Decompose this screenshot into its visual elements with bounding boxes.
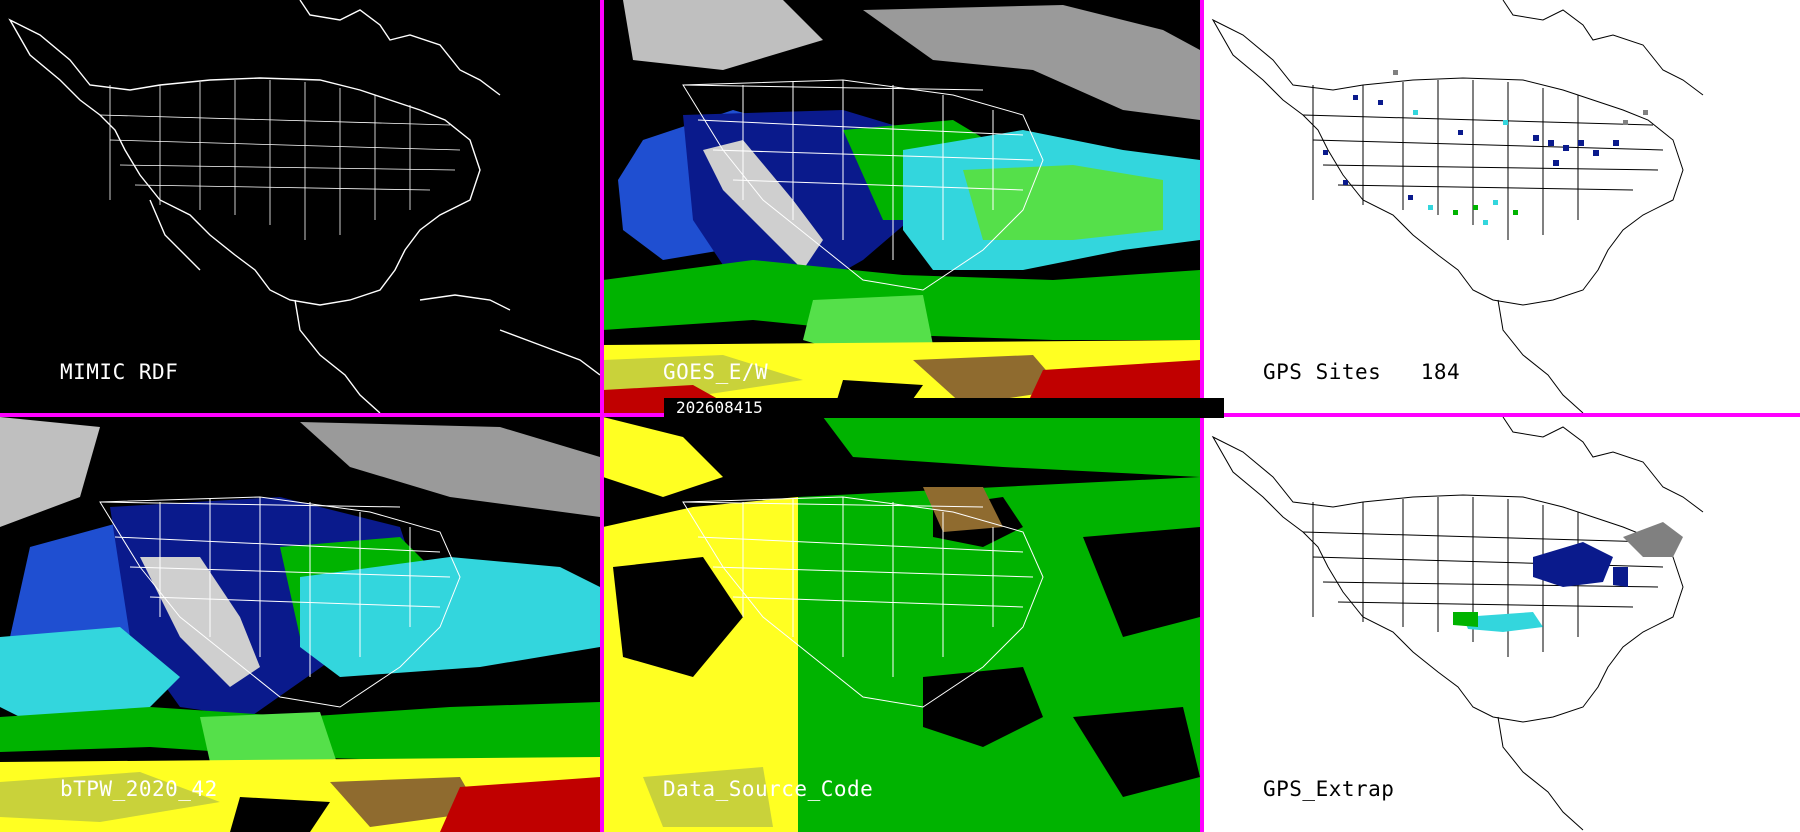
map-outline [682,79,1044,291]
map-outline [1211,417,1704,831]
panel-title: bTPW_2020_42 [60,777,218,801]
panel-title: GPS Sites 184 [1263,360,1461,384]
panel-mimic-rdf: MIMIC RDF [0,0,600,413]
state-lines [99,80,461,240]
panel-goes-ew: GOES_E/W [603,0,1200,413]
panel-data-source-code: Data_Source_Code [603,417,1200,832]
panel-title: GOES_E/W [663,360,769,384]
map-outline [682,496,1044,708]
map-goes-ew [603,0,1200,413]
panel-gps-extrap: GPS_Extrap [1203,417,1800,832]
imagery-layer [0,417,600,832]
extrapolation-fill [1453,522,1683,632]
map-outline [99,496,461,708]
map-btpw [0,417,600,832]
panel-title: Data_Source_Code [663,777,874,801]
map-data-source-code [603,417,1200,832]
map-gps-sites [1211,0,1704,413]
map-gps-extrap [1211,417,1704,831]
gps-site-markers [1323,70,1648,225]
panel-btpw: bTPW_2020_42 [0,417,600,832]
panel-gps-sites: GPS Sites 184 [1203,0,1800,413]
timestamp-label: 202608415 [664,398,1224,418]
imagery-layer [603,0,1200,413]
map-outline [1211,0,1704,413]
panel-title: GPS_Extrap [1263,777,1395,801]
imagery-layer [603,417,1200,832]
map-outline [8,0,600,413]
map-mimic-rdf [8,0,600,413]
panel-title: MIMIC RDF [60,360,179,384]
